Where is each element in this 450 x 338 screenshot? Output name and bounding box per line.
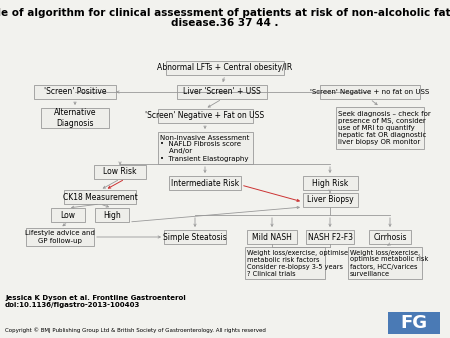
Text: Cirrhosis: Cirrhosis xyxy=(373,233,407,241)
FancyBboxPatch shape xyxy=(169,176,241,190)
Text: Simple Steatosis: Simple Steatosis xyxy=(163,233,227,241)
FancyBboxPatch shape xyxy=(306,230,354,244)
Text: 'Screen' Positive: 'Screen' Positive xyxy=(44,88,106,97)
Text: Seek diagnosis – check for
presence of MS, consider
use of MRI to quantify
hepat: Seek diagnosis – check for presence of M… xyxy=(338,111,431,145)
Text: Liver 'Screen' + USS: Liver 'Screen' + USS xyxy=(183,88,261,97)
Text: disease.36 37 44 .: disease.36 37 44 . xyxy=(171,18,279,28)
Text: Weight loss/exercise,
optimise metabolic risk
factors, HCC/varices
surveillance: Weight loss/exercise, optimise metabolic… xyxy=(350,249,428,276)
Text: Liver Biopsy: Liver Biopsy xyxy=(307,195,353,204)
FancyBboxPatch shape xyxy=(369,230,411,244)
Text: Low Risk: Low Risk xyxy=(103,168,137,176)
FancyBboxPatch shape xyxy=(336,107,424,149)
Text: Weight loss/exercise, optimise
metabolic risk factors
Consider re-biopsy 3-5 yea: Weight loss/exercise, optimise metabolic… xyxy=(247,249,348,276)
FancyBboxPatch shape xyxy=(164,230,226,244)
Text: Low: Low xyxy=(60,211,76,219)
Text: Abnormal LFTs + Central obesity/IR: Abnormal LFTs + Central obesity/IR xyxy=(158,64,292,72)
Text: Copyright © BMJ Publishing Group Ltd & British Society of Gastroenterology. All : Copyright © BMJ Publishing Group Ltd & B… xyxy=(5,327,266,333)
FancyBboxPatch shape xyxy=(245,247,325,279)
Text: High Risk: High Risk xyxy=(312,178,348,188)
Text: Jessica K Dyson et al. Frontline Gastroenterol
doi:10.1136/flgastro-2013-100403: Jessica K Dyson et al. Frontline Gastroe… xyxy=(5,295,186,308)
Text: NASH F2-F3: NASH F2-F3 xyxy=(307,233,352,241)
FancyBboxPatch shape xyxy=(177,85,267,99)
FancyBboxPatch shape xyxy=(247,230,297,244)
Text: CK18 Measurement: CK18 Measurement xyxy=(63,193,137,201)
FancyBboxPatch shape xyxy=(388,312,440,334)
Text: Lifestyle advice and
GP follow-up: Lifestyle advice and GP follow-up xyxy=(25,231,95,243)
FancyBboxPatch shape xyxy=(34,85,116,99)
FancyBboxPatch shape xyxy=(302,176,357,190)
FancyBboxPatch shape xyxy=(166,61,284,75)
FancyBboxPatch shape xyxy=(158,132,252,164)
Text: Example of algorithm for clinical assessment of patients at risk of non-alcoholi: Example of algorithm for clinical assess… xyxy=(0,8,450,18)
Text: Mild NASH: Mild NASH xyxy=(252,233,292,241)
Text: Intermediate Risk: Intermediate Risk xyxy=(171,178,239,188)
FancyBboxPatch shape xyxy=(26,228,94,246)
FancyBboxPatch shape xyxy=(320,85,420,99)
Text: 'Screen' Negative + Fat on USS: 'Screen' Negative + Fat on USS xyxy=(145,112,265,121)
FancyBboxPatch shape xyxy=(51,208,85,222)
Text: FG: FG xyxy=(400,314,428,332)
FancyBboxPatch shape xyxy=(158,109,252,123)
FancyBboxPatch shape xyxy=(41,108,109,128)
Text: High: High xyxy=(103,211,121,219)
FancyBboxPatch shape xyxy=(94,165,146,179)
FancyBboxPatch shape xyxy=(302,193,357,207)
Text: Non-invasive Assessment
•  NAFLD Fibrosis score
    And/or
•  Transient Elastogr: Non-invasive Assessment • NAFLD Fibrosis… xyxy=(159,135,249,162)
Text: Alternative
Diagnosis: Alternative Diagnosis xyxy=(54,108,96,128)
Text: 'Screen' Negative + no fat on USS: 'Screen' Negative + no fat on USS xyxy=(310,89,430,95)
FancyBboxPatch shape xyxy=(348,247,422,279)
FancyBboxPatch shape xyxy=(95,208,129,222)
FancyBboxPatch shape xyxy=(64,190,136,204)
